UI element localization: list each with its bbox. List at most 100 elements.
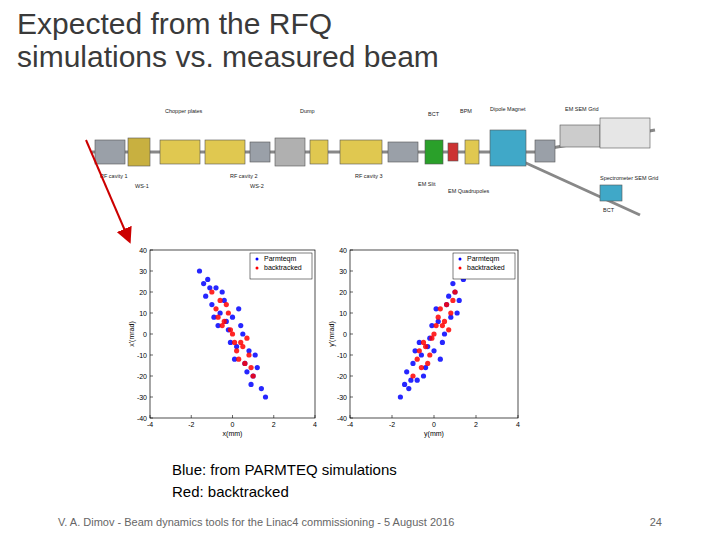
scatter-point	[240, 344, 245, 349]
scatter-point	[442, 319, 447, 324]
pointer-arrow	[86, 140, 129, 240]
legend: Parmteqmbacktracked	[453, 253, 515, 279]
scatter-point	[218, 298, 223, 303]
x-tick	[392, 415, 393, 418]
scatter-point	[209, 302, 214, 307]
scatter-point	[415, 378, 420, 383]
y-tick	[150, 418, 153, 419]
scatter-chart: -4-2024-40-30-20-10010203040y(mm)y'(mrad…	[328, 247, 520, 439]
y-tick-label: 30	[339, 268, 347, 275]
beamline-label: EM Slit	[418, 181, 436, 187]
scatter-point	[242, 361, 247, 366]
scatter-point	[203, 294, 208, 299]
scatter-point	[224, 302, 229, 307]
beamline-label: Spectrometer SEM Grid	[600, 175, 658, 181]
x-tick-label: 4	[516, 421, 520, 428]
scatter-point	[234, 348, 239, 353]
scatter-point	[251, 373, 256, 378]
slide-title: simulations vs. measured beam	[17, 40, 439, 73]
y-tick	[350, 355, 353, 356]
y-tick-label: 10	[139, 310, 147, 317]
beamline-label: BCT	[603, 207, 615, 213]
scatter-point	[440, 340, 445, 345]
scatter-point	[415, 357, 420, 362]
scatter-point	[450, 298, 455, 303]
scatter-point	[259, 386, 264, 391]
scatter-point	[417, 348, 422, 353]
scatter-point	[446, 294, 451, 299]
beamline-element	[275, 138, 305, 166]
legend-marker	[256, 258, 259, 261]
beamline-label: WS-2	[250, 183, 264, 189]
x-tick	[350, 415, 351, 418]
x-tick-label: 0	[432, 421, 436, 428]
x-tick	[315, 415, 316, 418]
y-tick-label: -20	[137, 373, 147, 380]
x-axis-label: x(mm)	[223, 430, 243, 438]
x-tick-label: -2	[389, 421, 395, 428]
legend-label: Parmteqm	[467, 255, 499, 263]
scatter-point	[436, 315, 441, 320]
y-tick-label: -30	[137, 394, 147, 401]
scatter-point	[431, 348, 436, 353]
scatter-point	[410, 361, 415, 366]
scatter-point	[201, 281, 206, 286]
scatter-point	[230, 315, 235, 320]
x-tick	[476, 415, 477, 418]
caption: Red: backtracked	[172, 483, 289, 500]
scatter-point	[457, 298, 462, 303]
legend-marker	[256, 267, 259, 270]
beamline-element	[465, 140, 479, 164]
beamline-element	[340, 140, 382, 164]
beamline-label: Chopper plates	[165, 108, 203, 114]
diagram-bg	[88, 97, 655, 225]
y-tick	[150, 334, 153, 335]
x-tick-label: -4	[147, 421, 153, 428]
scatter-point	[209, 289, 214, 294]
legend-label: backtracked	[467, 264, 505, 271]
y-tick-label: 20	[339, 289, 347, 296]
scatter-point	[406, 386, 411, 391]
y-tick-label: -30	[337, 394, 347, 401]
y-tick-label: 0	[143, 331, 147, 338]
legend-marker	[459, 258, 462, 261]
x-tick	[150, 415, 151, 418]
y-tick	[350, 250, 353, 251]
scatter-point	[429, 336, 434, 341]
y-tick	[350, 397, 353, 398]
scatter-point	[215, 315, 220, 320]
scatter-point	[452, 289, 457, 294]
scatter-point	[240, 331, 245, 336]
x-tick-label: 4	[313, 421, 317, 428]
scatter-point	[404, 369, 409, 374]
legend: Parmteqmbacktracked	[250, 253, 312, 279]
y-tick	[350, 271, 353, 272]
scatter-point	[226, 310, 231, 315]
scatter-point	[205, 277, 210, 282]
y-tick-label: -10	[337, 352, 347, 359]
y-tick-label: 40	[139, 247, 147, 254]
beamline-label: BPM	[460, 108, 472, 114]
scatter-point	[248, 382, 253, 387]
scatter-point	[263, 394, 268, 399]
scatter-point	[232, 340, 237, 345]
points	[398, 268, 470, 399]
y-tick	[150, 355, 153, 356]
y-tick	[150, 271, 153, 272]
plot-frame	[150, 250, 315, 418]
scatter-point	[244, 336, 249, 341]
beamline-element	[205, 140, 245, 164]
scatter-point	[446, 327, 451, 332]
y-tick-label: -40	[337, 415, 347, 422]
y-tick-label: -10	[137, 352, 147, 359]
beamline-element	[490, 130, 526, 166]
scatter-point	[251, 373, 256, 378]
y-tick	[150, 313, 153, 314]
scatter-point	[398, 394, 403, 399]
page-number: 24	[650, 516, 662, 528]
scatter-point	[242, 361, 247, 366]
beamline-label: RF cavity 2	[230, 173, 258, 179]
scatter-point	[455, 310, 460, 315]
scatter-point	[434, 323, 439, 328]
legend-box	[453, 253, 515, 279]
